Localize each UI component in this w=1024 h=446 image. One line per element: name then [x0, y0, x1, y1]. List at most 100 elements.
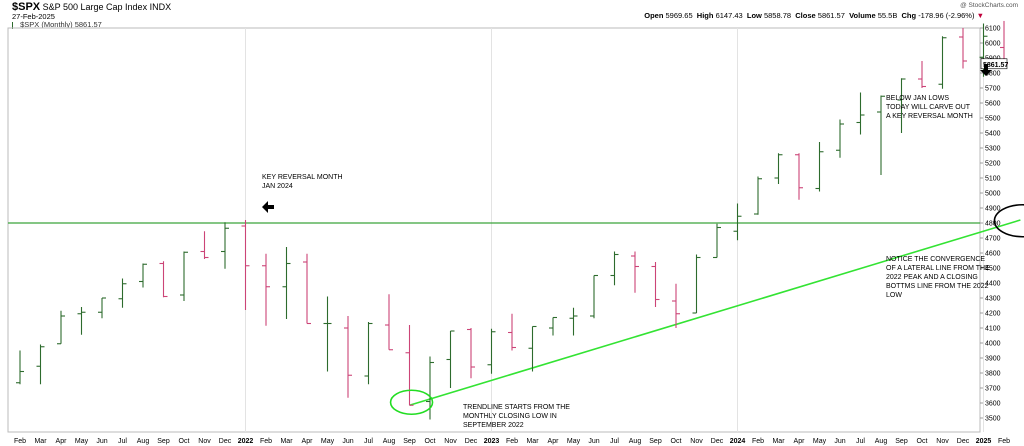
convergence-note-line: 2022 PEAK AND A CLOSING — [886, 274, 978, 281]
ohlc-bar — [364, 322, 373, 385]
ohlc-bar — [57, 310, 65, 345]
convergence-note-line: BOTTMS LINE FROM THE 2022 — [886, 283, 989, 290]
ohlc-bar — [180, 251, 188, 301]
key-reversal-note-line: JAN 2024 — [262, 183, 293, 190]
convergence-note-line: OF A LATERAL LINE FROM THE — [886, 265, 990, 272]
x-tick-label: Aug — [875, 438, 888, 445]
ohlc-bar — [16, 350, 24, 385]
x-tick-label: May — [75, 438, 89, 445]
x-tick-label: May — [321, 438, 335, 445]
y-tick-label: 4700 — [985, 236, 1001, 243]
x-tick-label: Oct — [671, 438, 682, 445]
ohlc-bar — [77, 307, 86, 335]
ohlc-bar — [323, 296, 332, 372]
x-tick-label: May — [567, 438, 581, 445]
y-tick-label: 3700 — [985, 386, 1001, 393]
below-jan-note-line: A KEY REVERSAL MONTH — [886, 113, 973, 120]
y-tick-label: 5100 — [985, 176, 1001, 183]
x-tick-label: 2022 — [238, 438, 254, 445]
ohlc-bar — [1000, 20, 1008, 65]
legend-text: $SPX (Monthly) 5861.57 — [20, 20, 102, 29]
ohlc-bar — [897, 78, 906, 133]
ohlc-bar — [221, 222, 229, 269]
ohlc-bar — [795, 153, 803, 200]
x-tick-label: Jul — [118, 438, 127, 445]
ticker-symbol: $SPX — [12, 1, 41, 13]
y-tick-label: 4500 — [985, 266, 1001, 273]
chart-title: $SPX S&P 500 Large Cap Index INDX — [12, 1, 171, 13]
y-tick-label: 5500 — [985, 116, 1001, 123]
y-tick-label: 4400 — [985, 281, 1001, 288]
x-tick-label: Feb — [752, 438, 764, 445]
x-tick-label: Dec — [219, 438, 232, 445]
y-tick-label: 3600 — [985, 401, 1001, 408]
ohlc-bar — [385, 294, 393, 351]
y-tick-label: 6100 — [985, 26, 1001, 33]
ohlc-bar — [241, 220, 250, 310]
volume-label: Volume — [849, 11, 876, 20]
high-label: High — [696, 11, 714, 20]
ohlc-bar — [549, 316, 557, 336]
key-reversal-note-line: KEY REVERSAL MONTH — [262, 174, 343, 181]
key-reversal-arrow-icon — [262, 201, 274, 213]
september-low-circle — [389, 389, 434, 416]
last-price-label: 5861.57 — [983, 62, 1008, 69]
below-jan-arrow-icon — [980, 64, 992, 76]
close-value: 5861.57 — [817, 11, 845, 20]
x-tick-label: Dec — [957, 438, 970, 445]
ohlc-bar — [98, 297, 106, 319]
ohlc-bar — [774, 153, 783, 184]
y-tick-label: 4800 — [985, 221, 1001, 228]
x-tick-label: Jun — [342, 438, 353, 445]
y-tick-label: 3800 — [985, 371, 1001, 378]
x-tick-label: Aug — [629, 438, 642, 445]
ohlc-bar — [733, 203, 742, 241]
stockcharts-credit: @ StockCharts.com — [960, 2, 1018, 9]
ohlc-bar — [959, 28, 967, 69]
low-value: 5858.78 — [763, 11, 792, 20]
x-tick-label: Aug — [383, 438, 396, 445]
x-tick-label: 2023 — [484, 438, 500, 445]
legend-bar-icon — [12, 21, 18, 29]
ohlc-bar — [139, 263, 147, 288]
x-tick-label: Oct — [179, 438, 190, 445]
index-name: S&P 500 Large Cap Index — [42, 2, 148, 12]
below-jan-note-line: TODAY WILL CARVE OUT — [886, 104, 971, 111]
x-tick-label: Apr — [302, 438, 314, 445]
ohlc-bar — [159, 261, 168, 298]
x-tick-label: Jun — [588, 438, 599, 445]
y-tick-label: 5600 — [985, 101, 1001, 108]
volume-value: 55.5B — [877, 11, 898, 20]
x-tick-label: Feb — [260, 438, 272, 445]
ohlc-bar — [631, 251, 639, 293]
x-tick-label: Feb — [998, 438, 1010, 445]
y-tick-label: 5300 — [985, 146, 1001, 153]
y-tick-label: 3500 — [985, 416, 1001, 423]
x-tick-label: Oct — [425, 438, 436, 445]
x-tick-label: Sep — [649, 438, 662, 445]
x-tick-label: Apr — [56, 438, 68, 445]
ohlc-bar — [938, 36, 947, 89]
chg-value: -178.96 (-2.96%) — [918, 11, 975, 20]
ohlc-bar — [713, 223, 721, 259]
ohlc-bar — [282, 247, 291, 319]
x-tick-label: Sep — [403, 438, 416, 445]
ohlc-bar — [610, 251, 619, 286]
x-tick-label: Jun — [96, 438, 107, 445]
x-tick-label: Nov — [198, 438, 211, 445]
ohlc-bar — [118, 278, 127, 308]
ohlc-bar — [200, 231, 209, 259]
x-tick-label: Jul — [856, 438, 865, 445]
x-tick-label: Feb — [14, 438, 26, 445]
chg-label: Chg — [901, 11, 917, 20]
x-tick-label: Feb — [506, 438, 518, 445]
x-tick-label: May — [813, 438, 827, 445]
ohlc-summary: Open 5969.65 High 6147.43 Low 5858.78 Cl… — [644, 11, 984, 20]
ohlc-bar — [815, 142, 824, 192]
ohlc-bar — [36, 344, 45, 385]
ohlc-bar — [836, 119, 844, 158]
ohlc-bar — [877, 95, 885, 175]
below-jan-note-line: BELOW JAN LOWS — [886, 95, 949, 102]
y-tick-label: 4900 — [985, 206, 1001, 213]
